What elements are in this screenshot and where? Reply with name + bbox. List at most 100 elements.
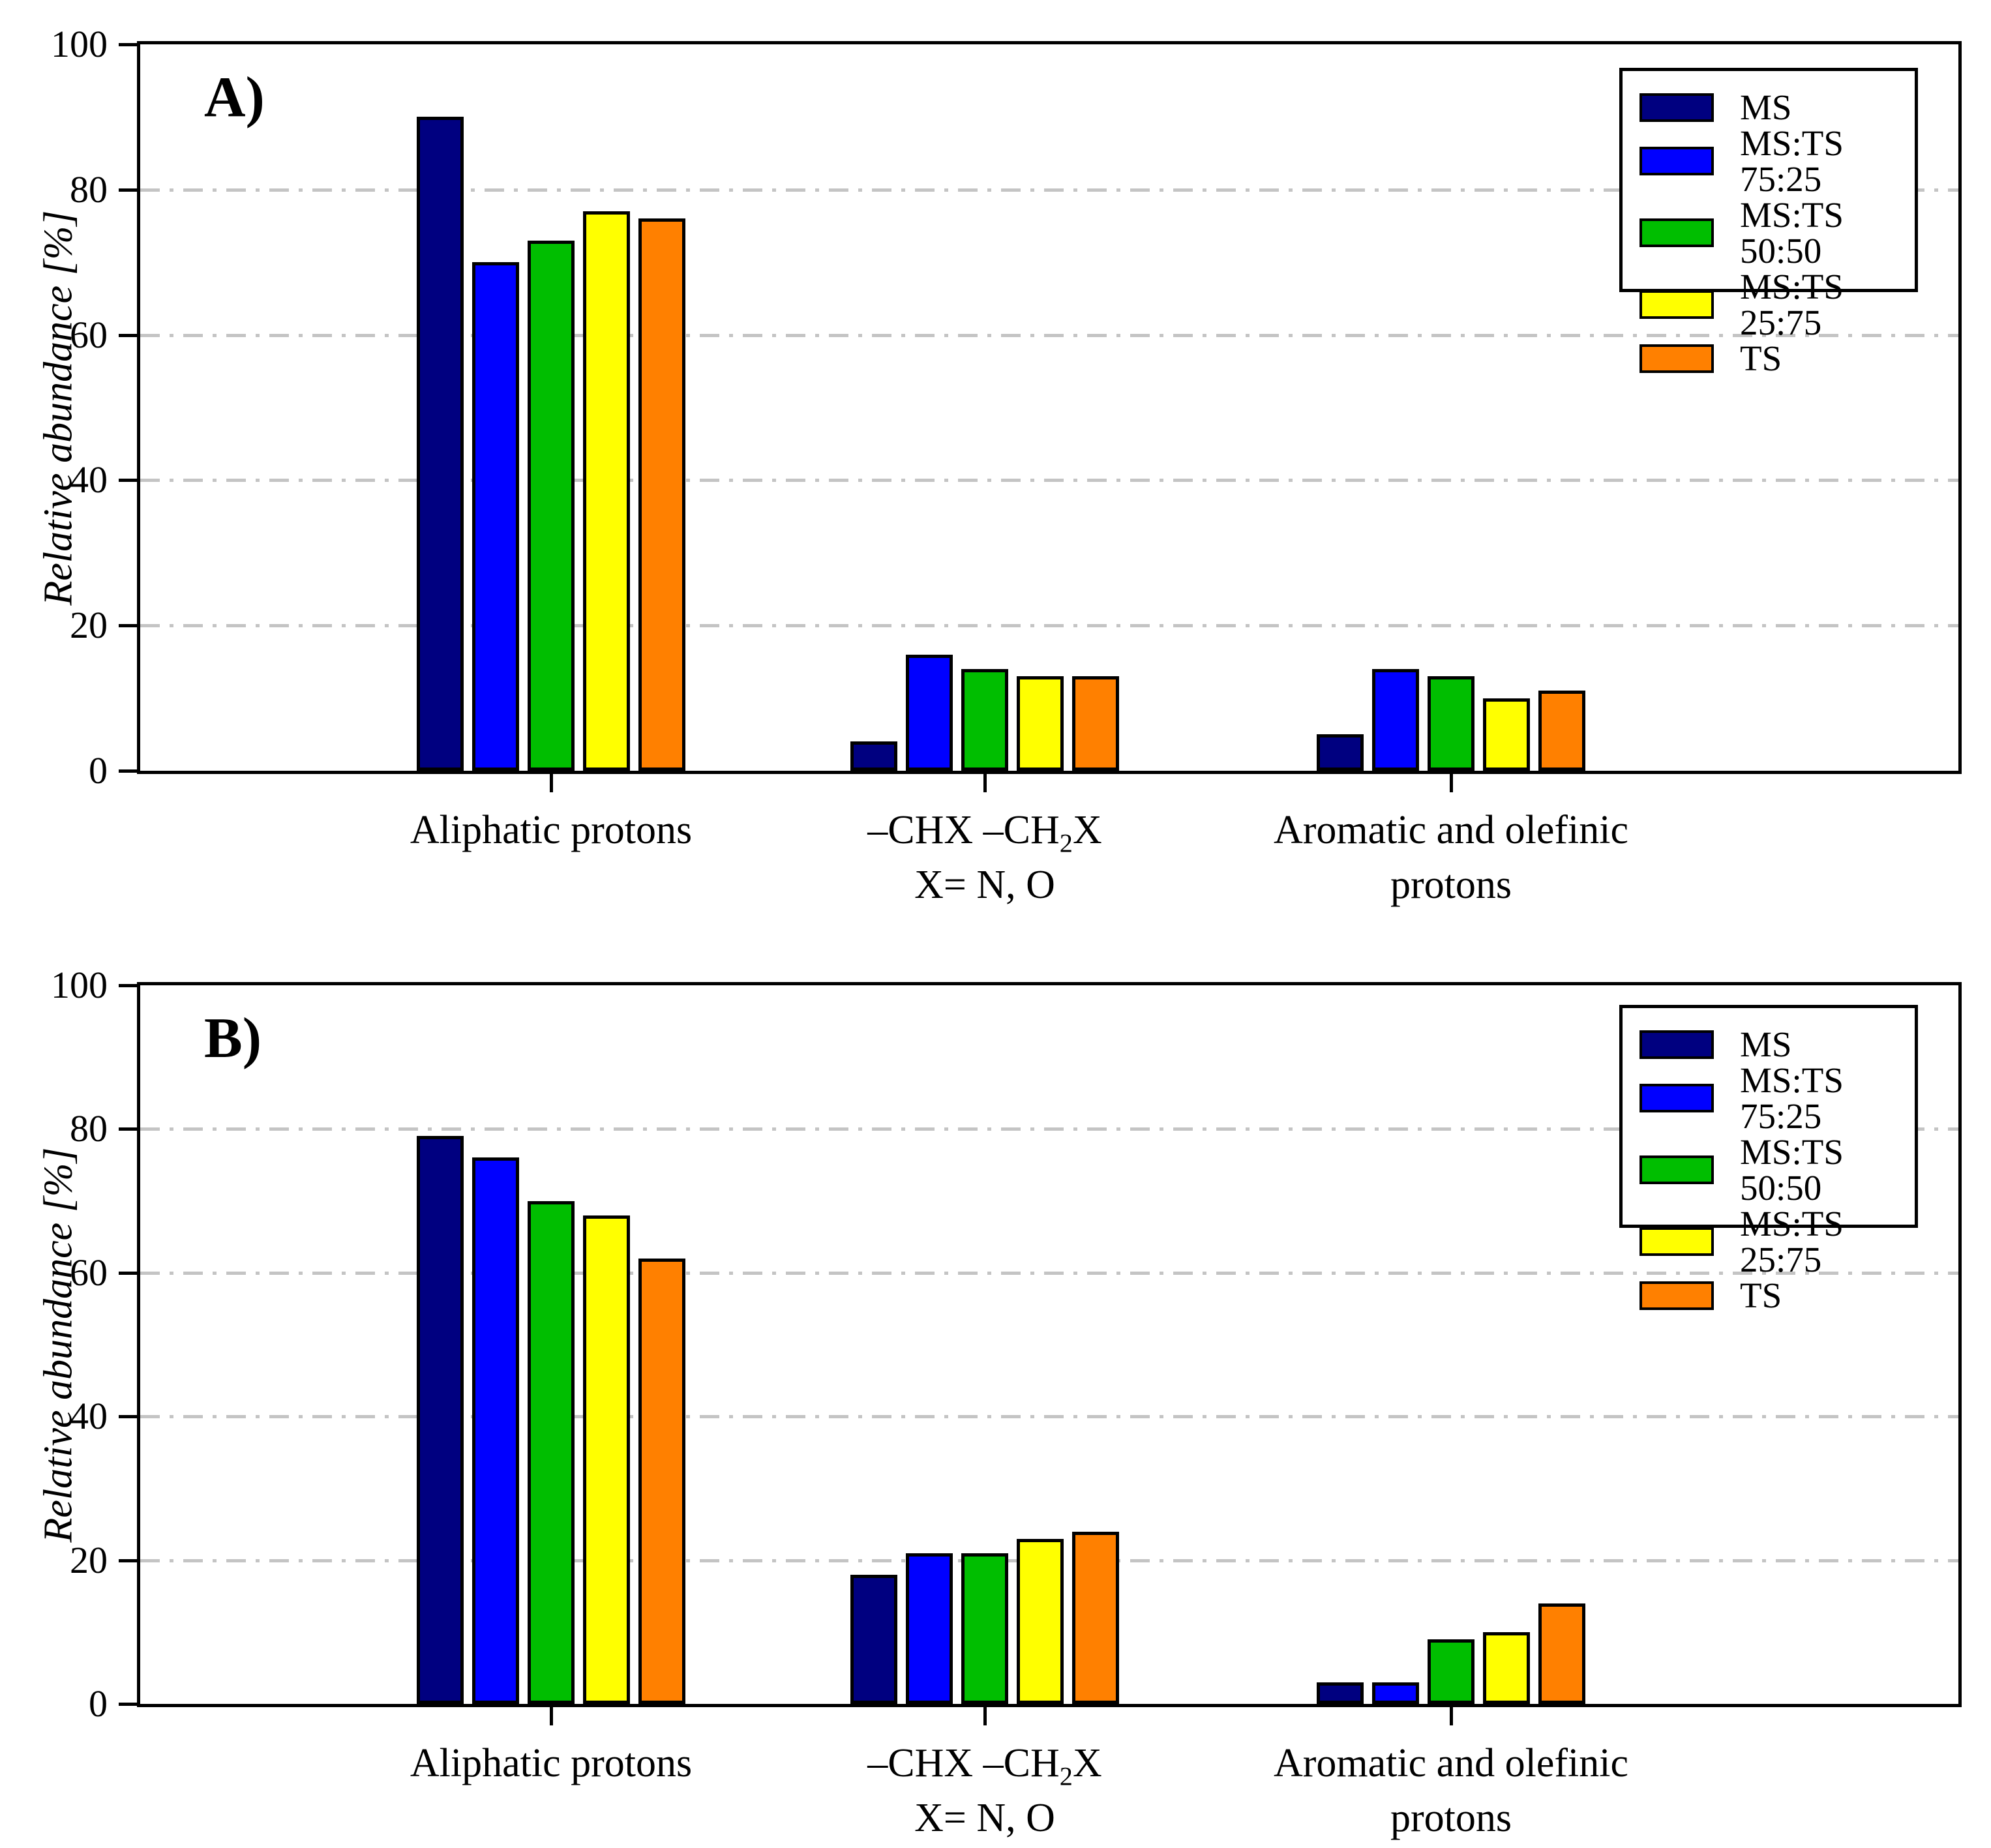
y-tick-60 — [119, 1271, 137, 1275]
legend-row: MS:TS 75:25 — [1639, 1062, 1898, 1134]
label-text: –CHX –CH — [867, 1741, 1060, 1785]
bar-a-cat0-ms-ts-50-50 — [528, 241, 575, 771]
y-tick-0 — [119, 1703, 137, 1706]
legend-swatch-ms-ts-25-75 — [1639, 290, 1714, 319]
category-label-line: protons — [1274, 857, 1628, 912]
y-tick-0 — [119, 769, 137, 773]
y-tick-60 — [119, 333, 137, 337]
y-tick-label-0: 0 — [89, 749, 108, 792]
legend-swatch-ms-ts-50-50 — [1639, 218, 1714, 247]
panel-letter-a: A) — [204, 66, 265, 129]
legend-swatch-ms-ts-75-25 — [1639, 147, 1714, 175]
legend-row: MS — [1639, 1026, 1898, 1062]
bar-b-cat1-ms-ts-50-50 — [961, 1553, 1008, 1704]
category-label-cat0: Aliphatic protons — [410, 1736, 692, 1791]
bar-a-cat2-ms-ts-50-50 — [1428, 676, 1475, 771]
bar-a-cat1-ms-ts-25-75 — [1017, 676, 1064, 771]
category-label-cat1: –CHX –CH2X X= N, O — [867, 803, 1101, 912]
legend-label: MS:TS 25:75 — [1740, 267, 1844, 342]
category-label-cat2: Aromatic and olefinic protons — [1274, 803, 1628, 912]
bar-b-cat0-ts — [638, 1259, 685, 1704]
x-tick-cat0 — [550, 1707, 553, 1725]
legend-row: MS:TS 25:75 — [1639, 1206, 1898, 1277]
label-text: Aliphatic protons — [410, 1741, 693, 1785]
bar-b-cat1-ts — [1072, 1532, 1119, 1704]
x-tick-cat1 — [983, 1707, 987, 1725]
legend-swatch-ms-ts-25-75 — [1639, 1227, 1714, 1256]
bar-b-cat2-ms-ts-75-25 — [1372, 1682, 1419, 1704]
label-text: X — [1072, 1741, 1102, 1785]
y-axis-title: Relative abundance [%] — [3, 982, 114, 1707]
category-label-line: protons — [1274, 1791, 1628, 1845]
y-tick-label-80: 80 — [70, 1107, 108, 1150]
legend-swatch-ts — [1639, 344, 1714, 373]
panel-letter-b: B) — [204, 1007, 262, 1070]
label-text: –CHX –CH — [867, 808, 1060, 852]
legend-label: MS:TS 25:75 — [1740, 1204, 1844, 1279]
legend-label: TS — [1740, 338, 1782, 378]
gridline-60 — [140, 333, 1958, 337]
plot-area-b: B) 0 20 40 60 80 100 MS MS:TS 75:25 MS:TS 50:50 M… — [51, 966, 1962, 1725]
label-text: Aliphatic protons — [410, 808, 693, 852]
legend-row: MS:TS 50:50 — [1639, 197, 1898, 269]
x-tick-cat2 — [1450, 1707, 1453, 1725]
y-tick-40 — [119, 479, 137, 483]
y-tick-20 — [119, 1558, 137, 1562]
legend-swatch-ms-ts-50-50 — [1639, 1155, 1714, 1184]
legend-label: MS:TS 75:25 — [1740, 1060, 1844, 1136]
category-label-line: –CHX –CH2X — [867, 803, 1101, 857]
legend-row: MS:TS 75:25 — [1639, 125, 1898, 197]
legend-label: MS:TS 50:50 — [1740, 1132, 1844, 1208]
bar-b-cat0-ms-ts-50-50 — [528, 1201, 575, 1704]
gridline-20 — [140, 624, 1958, 628]
legend-swatch-ms — [1639, 93, 1714, 122]
bar-a-cat1-ms — [850, 741, 897, 771]
subscript-text: 2 — [1059, 828, 1073, 858]
label-text: protons — [1390, 863, 1512, 907]
y-tick-label-60: 60 — [70, 313, 108, 356]
y-tick-20 — [119, 624, 137, 628]
legend-label: TS — [1740, 1275, 1782, 1315]
y-tick-label-60: 60 — [70, 1251, 108, 1294]
subscript-text: 2 — [1059, 1761, 1073, 1791]
plot-area-a: A) 0 20 40 60 80 100 MS MS:TS 75:25 MS:TS 50:50 M… — [51, 25, 1962, 792]
gridline-60 — [140, 1271, 1958, 1275]
legend: MS MS:TS 75:25 MS:TS 50:50 MS:TS 25:75 TS — [1619, 68, 1918, 376]
bar-b-cat0-ms-ts-25-75 — [583, 1215, 630, 1704]
bar-a-cat2-ts — [1538, 691, 1585, 771]
bar-b-cat2-ms — [1317, 1682, 1364, 1704]
bar-b-cat2-ts — [1538, 1603, 1585, 1704]
legend-label: MS — [1740, 87, 1792, 127]
y-tick-label-100: 100 — [51, 23, 108, 65]
gridline-80 — [140, 1127, 1958, 1131]
legend-label: MS — [1740, 1024, 1792, 1064]
bar-b-cat1-ms-ts-75-25 — [906, 1553, 953, 1704]
category-label-cat2: Aromatic and olefinic protons — [1274, 1736, 1628, 1845]
bar-a-cat2-ms — [1317, 734, 1364, 771]
bar-a-cat2-ms-ts-75-25 — [1372, 669, 1419, 771]
label-text: Aromatic and olefinic — [1273, 808, 1629, 852]
y-tick-40 — [119, 1415, 137, 1419]
label-text: X — [1072, 808, 1102, 852]
gridline-40 — [140, 479, 1958, 483]
category-label-line: X= N, O — [867, 1791, 1101, 1845]
y-tick-label-80: 80 — [70, 168, 108, 211]
category-label-line: Aliphatic protons — [410, 803, 692, 857]
bar-a-cat0-ms-ts-75-25 — [472, 262, 519, 771]
y-tick-label-20: 20 — [70, 1538, 108, 1581]
bar-a-cat0-ts — [638, 218, 685, 771]
category-label-cat1: –CHX –CH2X X= N, O — [867, 1736, 1101, 1845]
label-text: X= N, O — [914, 1796, 1055, 1840]
label-text: protons — [1390, 1796, 1512, 1840]
label-text: X= N, O — [914, 863, 1055, 907]
category-label-cat0: Aliphatic protons — [410, 803, 692, 857]
bar-a-cat1-ms-ts-75-25 — [906, 655, 953, 771]
y-tick-100 — [119, 984, 137, 987]
y-tick-label-20: 20 — [70, 604, 108, 647]
y-axis-title-text: Relative abundance [%] — [36, 1146, 81, 1543]
bar-b-cat1-ms — [850, 1575, 897, 1704]
y-tick-label-40: 40 — [70, 458, 108, 501]
